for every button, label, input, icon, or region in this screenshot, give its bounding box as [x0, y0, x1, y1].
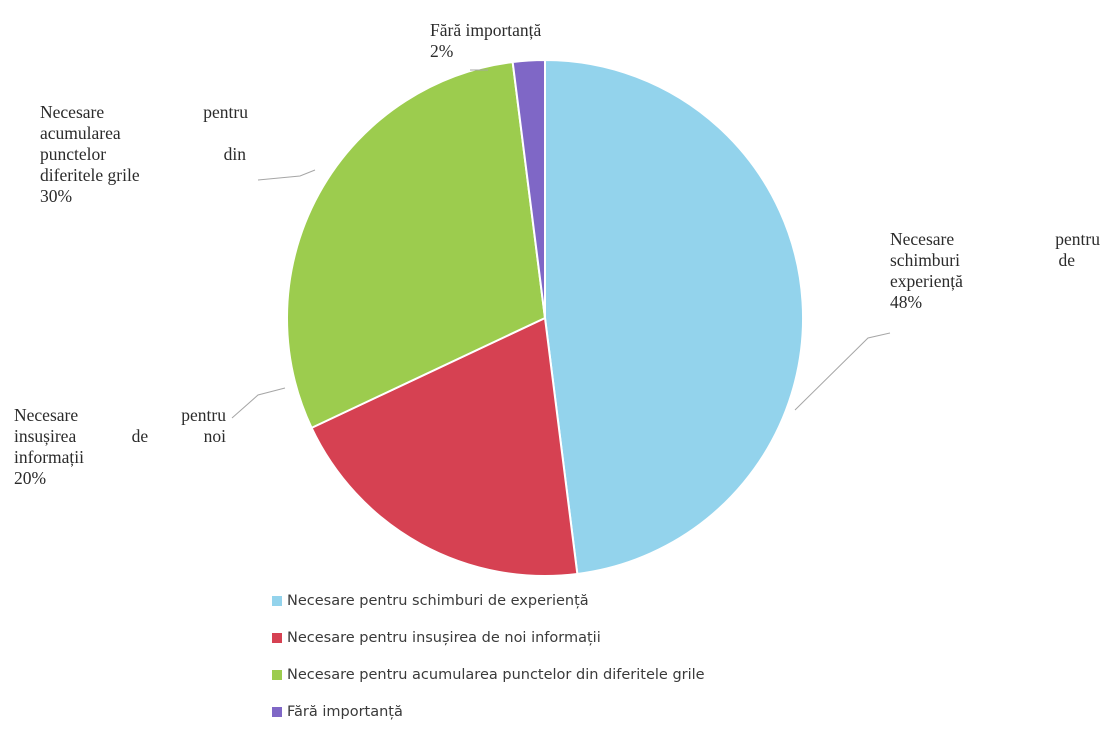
- data-label-schimburi: Necesare pentru schimburi de experiență 48…: [890, 229, 1100, 312]
- legend-swatch: [272, 670, 282, 680]
- data-label-percent: 2%: [430, 41, 454, 61]
- data-label-percent: 20%: [14, 468, 47, 488]
- leader-lines: [231, 69, 891, 419]
- pie-slice-necesare-pentru-insusirea-de-noi-informatii: [310, 316, 579, 577]
- data-label-informatii: Necesare pentru insușirea de noi informații…: [14, 405, 226, 488]
- legend-label: Necesare pentru acumularea punctelor din…: [287, 667, 705, 683]
- legend-label: Necesare pentru insușirea de noi informa…: [287, 630, 601, 646]
- legend-label: Fără importanță: [287, 704, 403, 720]
- legend-swatch: [272, 707, 282, 717]
- pie-slice-fara-importanta: [511, 58, 546, 319]
- pie-slices: [286, 58, 805, 577]
- legend-item: Necesare pentru acumularea punctelor din…: [272, 664, 705, 686]
- leader-line-informatii: [231, 387, 286, 419]
- data-label-grile: Necesare pentru acumularea punctelor din d…: [40, 102, 248, 206]
- legend: Necesare pentru schimburi de experiență …: [272, 590, 705, 738]
- leader-line-schimburi: [794, 332, 891, 411]
- pie-slice-necesare-pentru-schimburi-de-experienta: [544, 58, 805, 576]
- legend-swatch: [272, 596, 282, 606]
- data-label-percent: 48%: [890, 292, 923, 312]
- data-label-fara-importanta: Fără importanță 2%: [430, 20, 630, 62]
- legend-label: Necesare pentru schimburi de experiență: [287, 593, 589, 609]
- legend-item: Necesare pentru insușirea de noi informa…: [272, 627, 705, 649]
- legend-item: Fără importanță: [272, 701, 705, 723]
- legend-swatch: [272, 633, 282, 643]
- pie-slice-necesare-pentru-acumularea-punctelor-din-diferitele-grile: [286, 60, 547, 430]
- legend-item: Necesare pentru schimburi de experiență: [272, 590, 705, 612]
- leader-line-grile: [257, 169, 316, 181]
- data-label-percent: 30%: [40, 186, 73, 206]
